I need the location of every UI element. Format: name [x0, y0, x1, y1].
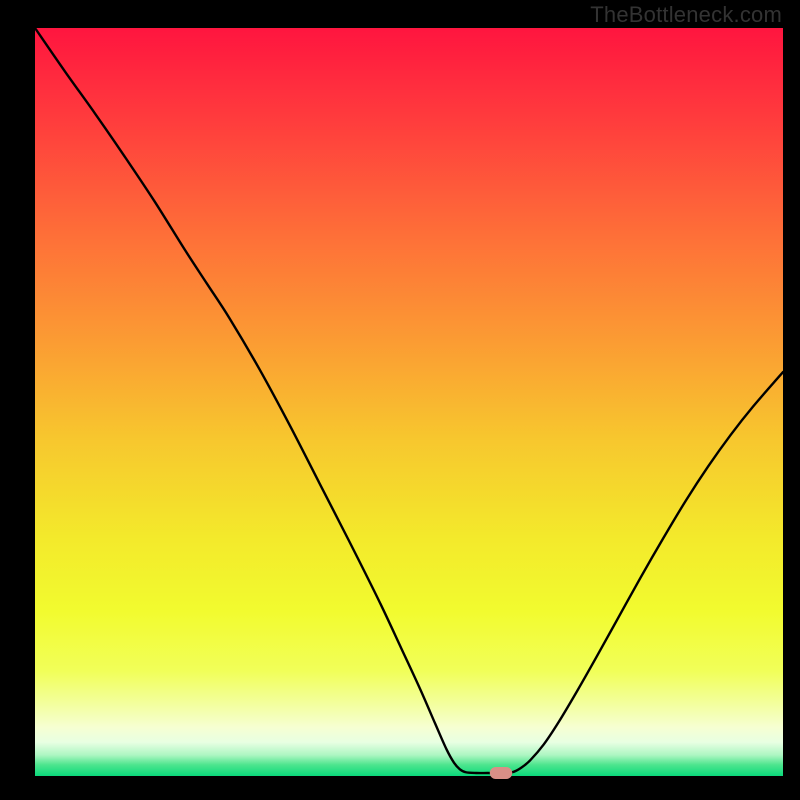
watermark-text: TheBottleneck.com: [590, 2, 782, 28]
optimal-point-marker: [490, 767, 512, 779]
bottleneck-chart: [0, 0, 800, 800]
chart-frame: TheBottleneck.com: [0, 0, 800, 800]
